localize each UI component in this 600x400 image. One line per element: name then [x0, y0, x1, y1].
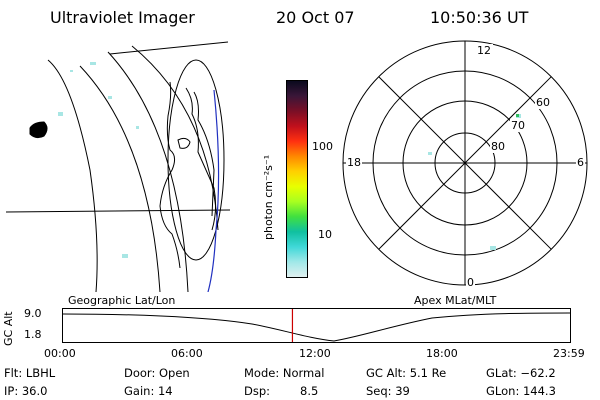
- altitude-xtick-0600: 06:00: [171, 347, 203, 360]
- info-filter: Flt: LBHL: [4, 366, 56, 380]
- info-mode: Mode: Normal: [244, 366, 325, 380]
- altitude-ylabel: GC Alt: [2, 311, 15, 346]
- info-ip: IP: 36.0: [4, 384, 48, 398]
- colorbar: [286, 80, 308, 278]
- altitude-xtick-0000: 00:00: [44, 347, 76, 360]
- colorbar-gradient: [287, 81, 307, 277]
- polar-diagonal-2: [378, 76, 552, 250]
- mlt-label-18: 18: [346, 156, 362, 169]
- info-glon: GLon: 144.3: [486, 384, 556, 398]
- polar-plot: [342, 40, 588, 286]
- time-label: 10:50:36 UT: [430, 8, 529, 27]
- info-dsp-label: Dsp:: [244, 384, 271, 398]
- info-gc-alt: GC Alt: 5.1 Re: [366, 366, 447, 380]
- date-label: 20 Oct 07: [276, 8, 355, 27]
- info-seq: Seq: 39: [366, 384, 410, 398]
- aurora-spot: [516, 114, 519, 117]
- mlt-label-12: 12: [475, 44, 493, 57]
- altitude-xtick-2359: 23:59: [553, 347, 585, 360]
- info-glat: GLat: −62.2: [486, 366, 556, 380]
- mlat-label-60: 60: [535, 96, 551, 109]
- mlt-label-0: 0: [466, 276, 475, 289]
- map-grid-lines: [5, 41, 231, 292]
- info-door: Door: Open: [124, 366, 190, 380]
- info-dsp-value: 8.5: [300, 384, 319, 398]
- altitude-xtick-1200: 12:00: [299, 347, 331, 360]
- colorbar-tick-100: 100: [312, 140, 333, 153]
- view-boundary: [167, 59, 225, 261]
- altitude-plot-frame: [62, 308, 571, 343]
- map-coastline: [29, 81, 217, 269]
- projection-label-apex: Apex MLat/MLT: [414, 294, 497, 307]
- colorbar-unit-label: photon cm⁻²s⁻¹: [262, 154, 275, 240]
- altitude-xtick-1800: 18:00: [426, 347, 458, 360]
- altitude-ytick-1: 1.8: [24, 328, 42, 341]
- aurora-speckles-map: [58, 62, 139, 258]
- instrument-title: Ultraviolet Imager: [50, 8, 195, 27]
- mlt-label-6: 6: [576, 156, 585, 169]
- altitude-plot: [62, 308, 571, 343]
- projection-label-geographic: Geographic Lat/Lon: [68, 294, 176, 307]
- altitude-curve: [62, 312, 571, 342]
- info-gain: Gain: 14: [124, 384, 173, 398]
- geographic-map: [5, 41, 231, 292]
- colorbar-tick-10: 10: [318, 228, 332, 241]
- mlat-label-80: 80: [490, 140, 506, 153]
- mlat-label-70: 70: [510, 119, 526, 132]
- altitude-ytick-9: 9.0: [24, 307, 42, 320]
- terminator-line: [207, 89, 220, 292]
